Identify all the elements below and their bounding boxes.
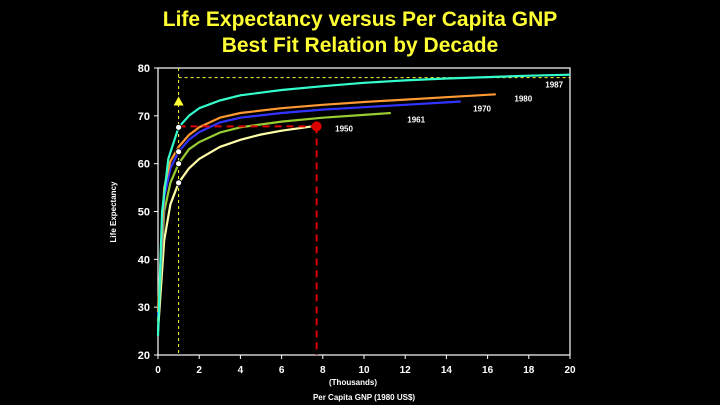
x-tick-label: 14 <box>441 365 453 376</box>
x-unit-label: (Thousands) <box>329 378 377 387</box>
x-tick-label: 0 <box>155 365 161 376</box>
x-tick-label: 12 <box>400 365 412 376</box>
chart-subtitle: Best Fit Relation by Decade <box>221 34 499 57</box>
series-line-1961 <box>156 111 391 322</box>
y-tick-label: 30 <box>138 302 150 314</box>
x-tick-label: 6 <box>279 365 285 376</box>
series-label-1980: 1980 <box>514 95 532 104</box>
series-label-1970: 1970 <box>473 105 491 114</box>
white-point <box>175 179 183 187</box>
x-tick-label: 18 <box>523 365 535 376</box>
series-label-1961: 1961 <box>407 116 425 125</box>
series-label-1950: 1950 <box>335 125 353 134</box>
white-point <box>175 148 183 156</box>
series-label-1987: 1987 <box>545 81 563 90</box>
annotation-markers <box>173 96 322 355</box>
y-axis-label: Life Expectancy <box>109 181 118 242</box>
x-tick-label: 2 <box>196 365 202 376</box>
series-curves <box>156 73 571 336</box>
y-tick-label: 80 <box>138 63 150 75</box>
x-tick-label: 10 <box>358 365 370 376</box>
series-line-1987 <box>156 73 571 336</box>
x-axis-label: Per Capita GNP (1980 US$) <box>313 393 415 402</box>
series-line-1950 <box>156 124 319 332</box>
y-tick-label: 40 <box>138 254 150 266</box>
x-tick-label: 8 <box>320 365 326 376</box>
series-line-1970 <box>156 100 461 317</box>
reference-lines <box>178 68 570 355</box>
chart-title: Life Expectancy versus Per Capita GNP <box>162 8 558 31</box>
y-tick-label: 60 <box>138 159 150 171</box>
series-labels: 1950 1961 1970 1980 1987 <box>335 81 563 134</box>
x-tick-label: 20 <box>564 365 576 376</box>
yellow-triangle-marker <box>173 96 184 106</box>
white-point <box>175 123 183 131</box>
axes: 0 2 4 6 8 10 12 14 16 18 20 20 30 40 50 60 70 80 <box>138 63 576 376</box>
y-tick-label: 70 <box>138 111 150 123</box>
x-tick-label: 16 <box>482 365 494 376</box>
x-tick-label: 4 <box>238 365 244 376</box>
y-tick-label: 20 <box>138 350 150 362</box>
series-line-1980 <box>156 93 496 312</box>
white-point <box>175 160 183 168</box>
plot-frame <box>157 67 571 356</box>
y-tick-label: 50 <box>138 207 150 219</box>
red-point <box>311 121 322 132</box>
